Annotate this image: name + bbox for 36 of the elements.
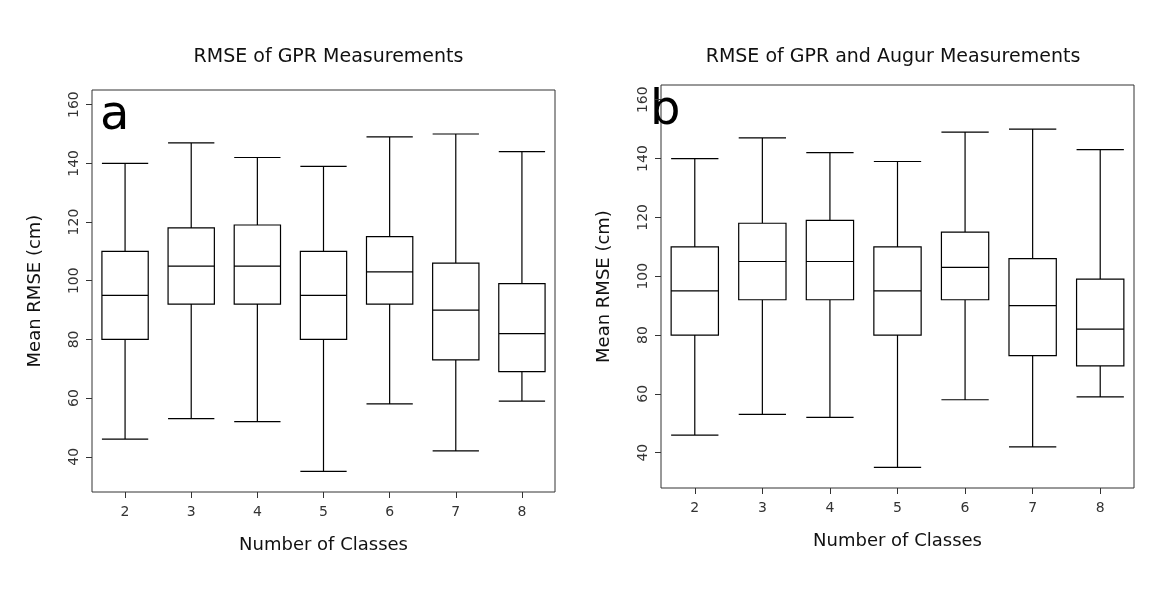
x-tick-label: 6 [385, 503, 395, 519]
chart-title: RMSE of GPR and Augur Measurements [705, 43, 1081, 66]
y-axis-title: Mean RMSE (cm) [22, 214, 44, 368]
annotation: a [100, 84, 130, 140]
y-tick-label: 120 [65, 208, 81, 236]
y-tick-label: 120 [634, 204, 650, 231]
y-tick-label: 160 [634, 86, 650, 114]
y-tick-label: 160 [65, 91, 81, 119]
y-tick-label: 40 [65, 447, 81, 466]
y-tick-label: 80 [634, 326, 650, 344]
y-tick-label: 60 [65, 389, 81, 408]
x-tick-label: 3 [757, 499, 767, 515]
y-tick-label: 80 [65, 330, 81, 349]
x-tick-label: 6 [960, 499, 970, 515]
x-tick-label: 2 [120, 503, 130, 519]
x-tick-label: 4 [825, 499, 835, 515]
x-tick-label: 2 [690, 499, 700, 515]
x-tick-label: 7 [451, 503, 461, 519]
x-tick-label: 8 [1095, 499, 1105, 515]
x-axis-title: Number of Classes [239, 532, 408, 554]
y-tick-label: 60 [634, 384, 650, 403]
y-tick-label: 140 [634, 145, 650, 172]
x-tick-label: 7 [1028, 499, 1038, 515]
y-tick-label: 100 [65, 267, 81, 295]
x-tick-label: 3 [186, 503, 196, 519]
x-tick-label: 4 [252, 503, 262, 519]
x-tick-label: 5 [893, 499, 902, 515]
chart-title: RMSE of GPR Measurements [193, 43, 464, 66]
y-tick-label: 100 [634, 262, 650, 290]
x-tick-label: 8 [517, 503, 527, 519]
annotation: b [650, 79, 681, 135]
y-tick-label: 40 [634, 443, 650, 462]
y-tick-label: 140 [65, 149, 81, 177]
x-axis-title: Number of Classes [813, 528, 982, 550]
x-tick-label: 5 [319, 503, 328, 519]
y-axis-title: Mean RMSE (cm) [591, 210, 613, 363]
